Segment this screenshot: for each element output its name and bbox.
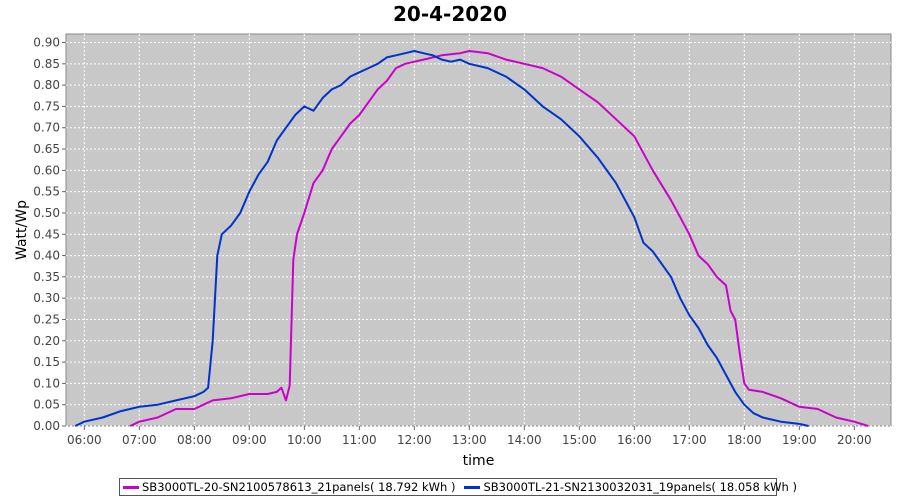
y-tick-label: 0.75 [33,99,60,113]
x-tick-label: 09:00 [232,433,267,447]
legend-label: SB3000TL-21-SN2130032031_19panels( 18.05… [483,480,797,494]
y-tick-label: 0.35 [33,270,60,284]
series-line-2 [74,50,809,427]
chart-title: 20-4-2020 [392,2,507,26]
y-tick-label: 0.25 [33,312,60,326]
x-tick-label: 07:00 [122,433,157,447]
x-tick-label: 06:00 [67,433,102,447]
y-tick-label: 0.80 [33,78,60,92]
y-tick-label: 0.20 [33,334,60,348]
legend-swatch [464,485,481,489]
series-lines [74,50,869,427]
legend-swatch [123,485,139,489]
plot-area [65,33,892,427]
x-tick-label: 15:00 [562,433,597,447]
y-axis-label: Watt/Wp [14,200,30,260]
y-tick-label: 0.10 [33,376,60,390]
y-tick-label: 0.40 [33,249,60,263]
legend-label: SB3000TL-20-SN2100578613_21panels( 18.79… [142,480,456,494]
y-tick-label: 0.55 [33,185,60,199]
x-tick-label: 13:00 [452,433,487,447]
x-axis-label: time [463,453,495,469]
y-tick-label: 0.00 [33,419,60,433]
x-tick-label: 19:00 [782,433,817,447]
y-tick-label: 0.85 [33,57,60,71]
axis-ticks: 0.00 0.05 0.10 0.15 0.20 0.25 0.30 0.35 0.40 0.45… [33,36,871,447]
x-tick-label: 16:00 [617,433,652,447]
y-tick-label: 0.60 [33,163,60,177]
x-tick-label: 18:00 [727,433,762,447]
y-tick-label: 0.50 [33,206,60,220]
y-tick-label: 0.65 [33,142,60,156]
y-tick-label: 0.45 [33,227,60,241]
y-tick-label: 0.15 [33,355,60,369]
y-tick-label: 0.05 [33,398,60,412]
legend-item-series-1: SB3000TL-20-SN2100578613_21panels( 18.79… [123,480,455,494]
legend-item-series-2: SB3000TL-21-SN2130032031_19panels( 18.05… [464,480,797,494]
x-tick-label: 20:00 [837,433,872,447]
x-tick-label: 10:00 [287,433,322,447]
x-tick-label: 14:00 [507,433,542,447]
y-tick-label: 0.90 [33,36,60,50]
y-tick-label: 0.70 [33,121,60,135]
legend: SB3000TL-20-SN2100578613_21panels( 18.79… [119,478,797,496]
y-tick-label: 0.30 [33,291,60,305]
x-tick-label: 08:00 [177,433,212,447]
x-tick-label: 17:00 [672,433,707,447]
x-tick-label: 12:00 [397,433,432,447]
series-line-1 [129,50,869,427]
x-tick-label: 11:00 [342,433,377,447]
grid-lines [66,34,891,427]
